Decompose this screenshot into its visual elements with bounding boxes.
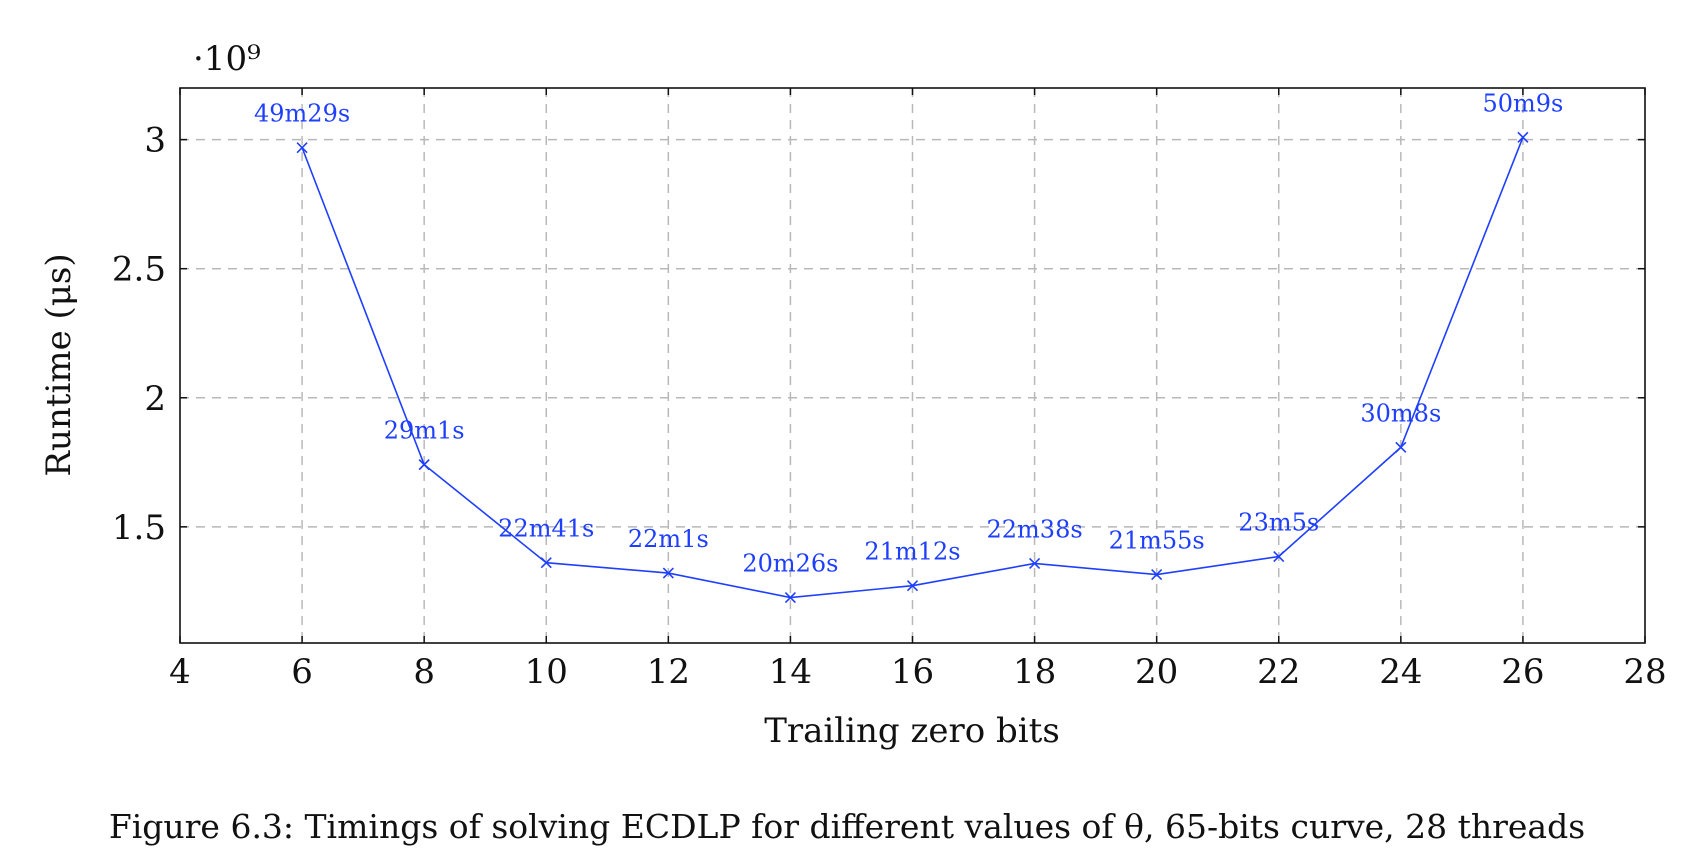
data-label: 21m12s [864, 538, 960, 566]
x-tick-label: 4 [169, 652, 191, 692]
data-label: 20m26s [742, 550, 838, 578]
data-labels: 49m29s 29m1s 22m41s 22m1s 20m26s 21m12s 22m38s… [254, 89, 1563, 577]
data-point-marker [1029, 557, 1041, 570]
x-tick-label: 26 [1501, 652, 1544, 692]
x-tick-label: 14 [769, 652, 812, 692]
data-point-marker [540, 557, 552, 569]
x-axis-title: Trailing zero bits [764, 711, 1060, 751]
data-label: 29m1s [384, 417, 465, 445]
data-point-marker [906, 580, 919, 592]
data-point-marker [418, 459, 430, 471]
figure-caption: Figure 6.3: Timings of solving ECDLP for… [109, 807, 1585, 846]
grid [180, 88, 1645, 643]
data-label: 22m38s [987, 515, 1083, 543]
data-point-marker [1273, 550, 1285, 563]
x-tick-label: 28 [1623, 652, 1666, 692]
x-tick-label: 12 [647, 652, 690, 692]
data-point-marker [784, 592, 796, 604]
axis-ticks: 4 6 8 10 12 14 16 18 20 22 24 26 28 1.5 2 2.5 3 [112, 88, 1667, 692]
y-tick-label: 1.5 [112, 508, 166, 548]
data-point-marker [662, 567, 674, 579]
data-label: 30m8s [1360, 399, 1441, 427]
x-tick-label: 20 [1135, 652, 1178, 692]
x-tick-label: 18 [1013, 652, 1056, 692]
data-point-marker [296, 142, 308, 154]
x-tick-label: 10 [525, 652, 568, 692]
y-multiplier-label: ·10⁹ [193, 39, 261, 79]
x-tick-label: 22 [1257, 652, 1300, 692]
data-label: 23m5s [1238, 509, 1319, 537]
y-tick-label: 2 [144, 379, 166, 419]
data-label: 49m29s [254, 100, 350, 128]
y-axis-title: Runtime (μs) [39, 253, 79, 476]
y-tick-label: 2.5 [112, 250, 166, 290]
data-label: 21m55s [1109, 527, 1205, 555]
data-label: 50m9s [1482, 89, 1563, 117]
data-point-marker [1395, 441, 1407, 453]
data-point-marker [1151, 569, 1163, 581]
x-tick-label: 6 [291, 652, 313, 692]
series [296, 131, 1529, 604]
x-tick-label: 8 [413, 652, 435, 692]
x-tick-label: 24 [1379, 652, 1422, 692]
data-label: 22m41s [498, 515, 594, 543]
data-label: 22m1s [628, 525, 709, 553]
data-point-marker [1517, 131, 1529, 143]
x-tick-label: 16 [891, 652, 934, 692]
y-tick-label: 3 [144, 121, 166, 161]
